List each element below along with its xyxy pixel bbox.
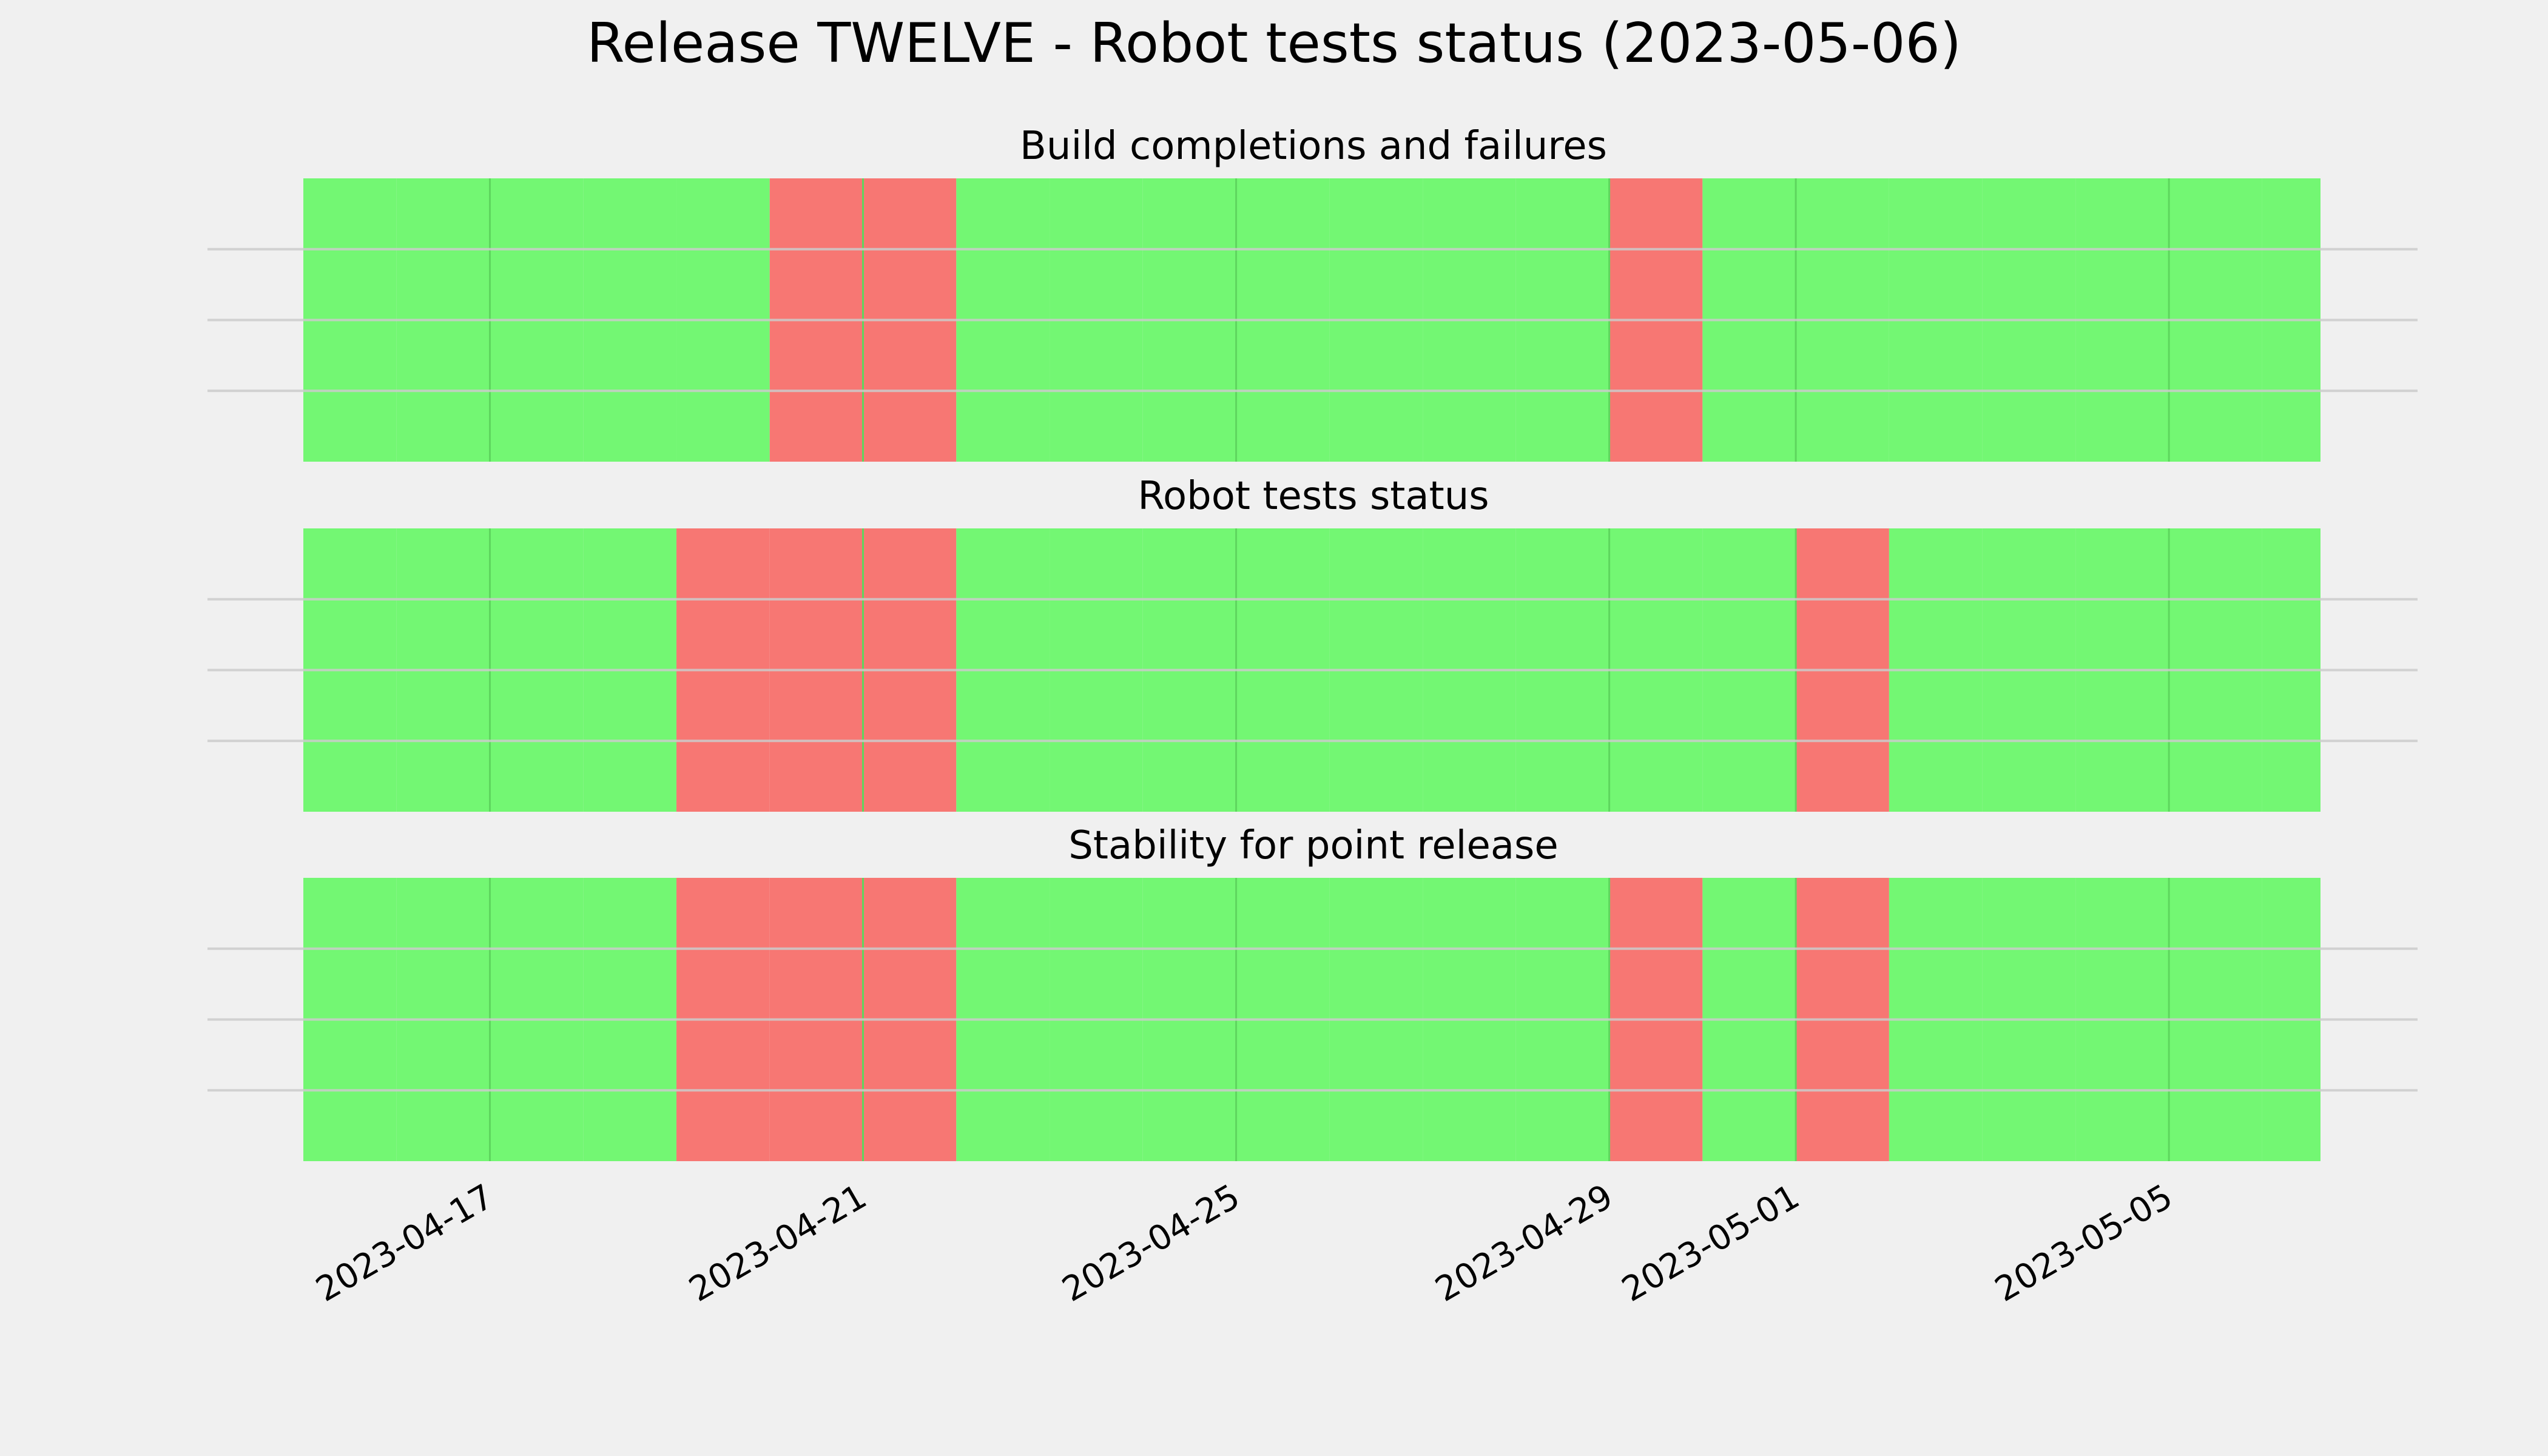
chart-panel: Build completions and failures xyxy=(207,124,2418,462)
panel-title: Build completions and failures xyxy=(1020,124,1607,169)
panel-title: Robot tests status xyxy=(1138,474,1489,519)
chart-panel: Robot tests status xyxy=(207,474,2418,812)
figure-title: Release TWELVE - Robot tests status (202… xyxy=(587,12,1961,75)
chart-panels: Build completions and failures Robot test… xyxy=(207,124,2418,1310)
panel-title: Stability for point release xyxy=(1068,823,1559,868)
